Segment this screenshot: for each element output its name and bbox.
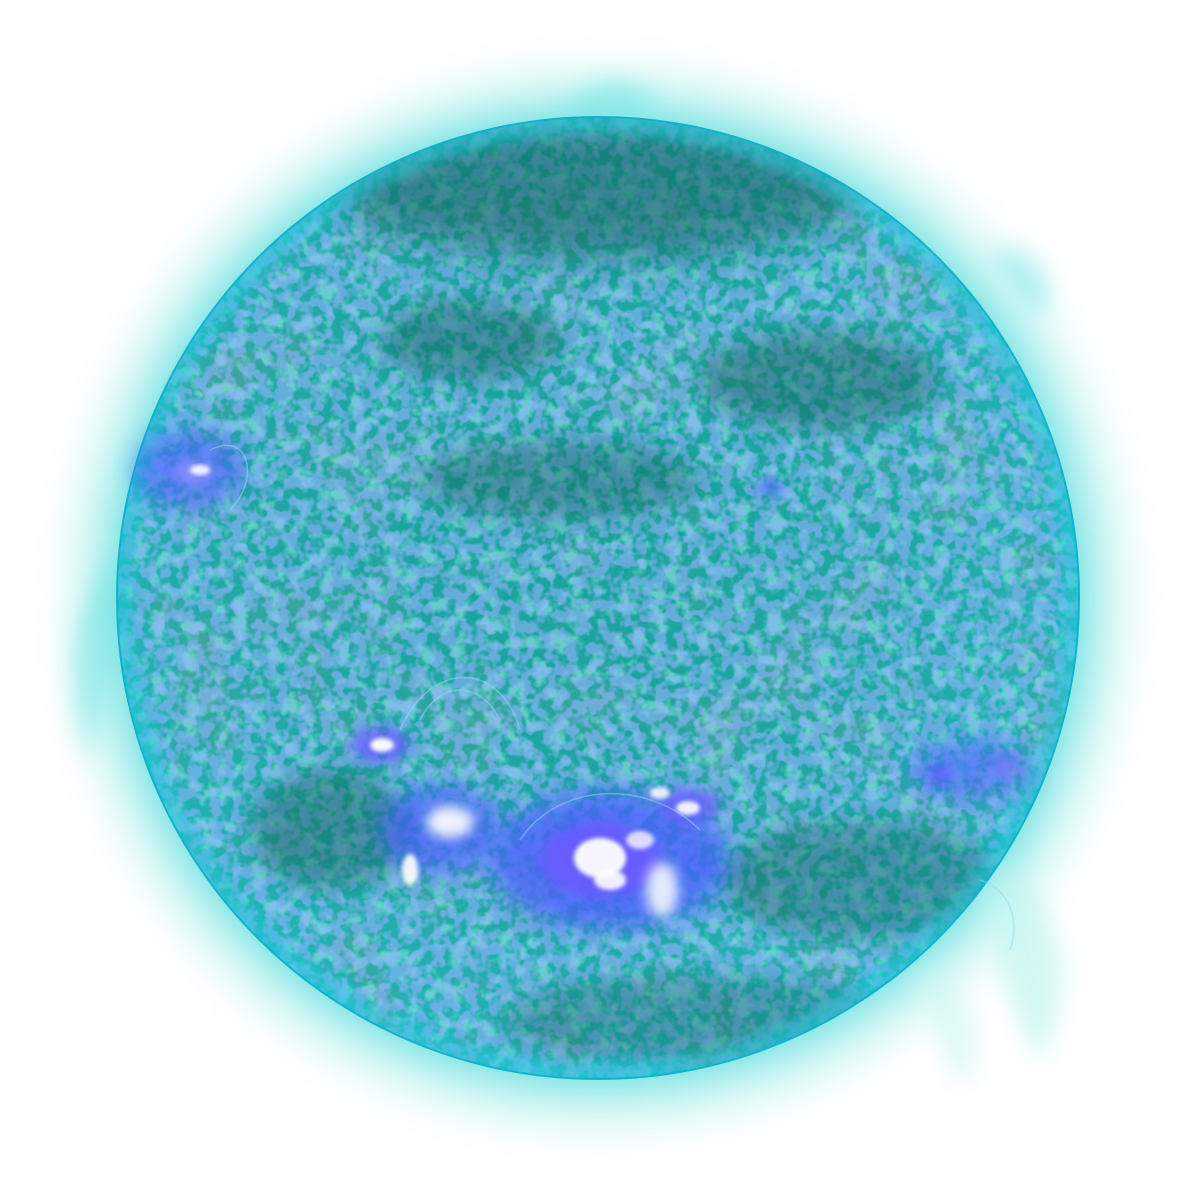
active-region-center xyxy=(490,787,730,930)
coronal-loops xyxy=(209,444,1015,951)
active-region-left-limb xyxy=(135,430,245,510)
bright-point-east xyxy=(756,480,784,496)
solar-disk xyxy=(116,116,1080,1080)
active-region-lower-left xyxy=(350,727,500,886)
active-region-right-limb xyxy=(910,740,1030,800)
